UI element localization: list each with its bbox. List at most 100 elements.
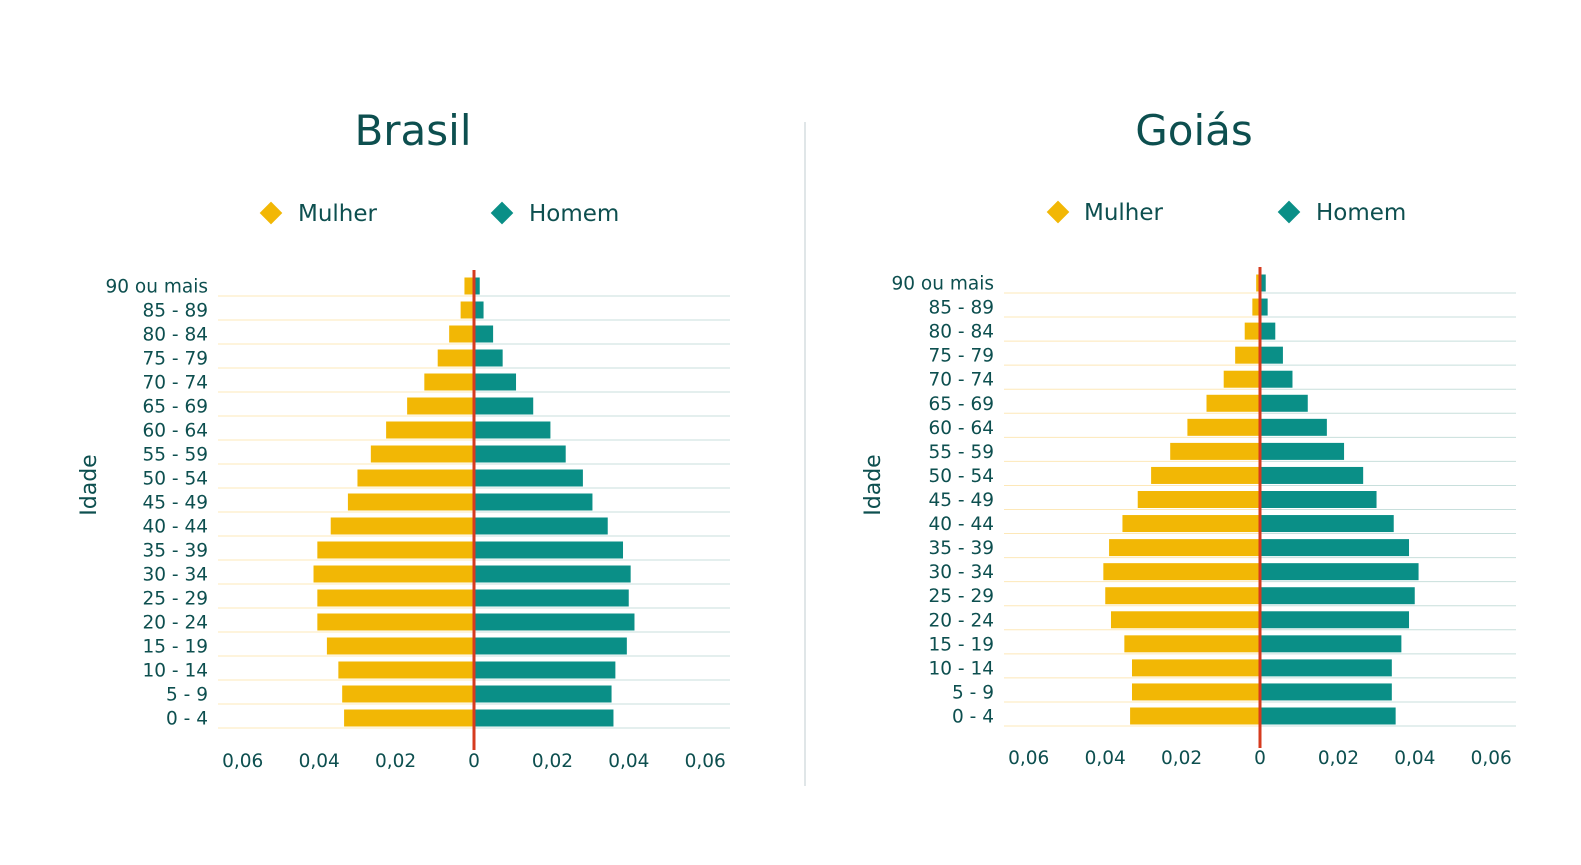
category-label: 0 - 4 — [166, 709, 208, 730]
y-axis-title-goias: Idade — [861, 454, 886, 515]
bar-male — [474, 421, 551, 439]
bar-male — [474, 661, 616, 679]
bar-female — [1110, 611, 1260, 629]
bar-male — [474, 325, 494, 343]
bar-female — [1252, 298, 1260, 316]
pyramid-panel-brasil: Brasil Mulher Homem Idade 0 - 4 5 - 9 10 -… — [77, 106, 730, 772]
bar-male — [474, 565, 631, 583]
category-label: 80 - 84 — [928, 322, 994, 343]
bar-female — [1223, 370, 1260, 388]
bar-female — [342, 685, 474, 703]
chart-title-goias: Goiás — [1135, 106, 1253, 155]
plot-area-goias: 0 - 4 5 - 9 10 - 14 15 - 19 20 - 24 25 - 29 30… — [892, 267, 1516, 769]
bar-male — [474, 493, 593, 511]
bar-male — [474, 709, 614, 727]
bar-female — [317, 541, 474, 559]
legend-male-marker — [490, 201, 514, 225]
bar-female — [1122, 515, 1260, 533]
bar-female — [437, 349, 474, 367]
category-label: 40 - 44 — [928, 514, 994, 535]
bar-female — [1105, 587, 1260, 605]
bar-female — [386, 421, 474, 439]
bar-male — [474, 397, 534, 415]
y-axis-title-brasil: Idade — [77, 454, 102, 515]
bar-male — [474, 349, 503, 367]
bar-male — [474, 301, 484, 319]
legend-female-marker — [1046, 200, 1070, 224]
bar-male — [474, 469, 583, 487]
legend-brasil: Mulher Homem — [259, 201, 619, 227]
bar-female — [1132, 659, 1260, 677]
bar-male — [1260, 322, 1276, 340]
category-label: 70 - 74 — [928, 370, 994, 391]
pyramid-panel-goias: Goiás Mulher Homem Idade 0 - 4 5 - 9 10 - … — [861, 106, 1516, 769]
x-tick-label: 0,04 — [608, 751, 649, 772]
category-label: 15 - 19 — [142, 637, 208, 658]
category-label: 50 - 54 — [928, 466, 994, 487]
bar-female — [1170, 442, 1260, 460]
bar-male — [1260, 659, 1392, 677]
category-label: 35 - 39 — [142, 541, 208, 562]
category-label: 50 - 54 — [142, 469, 208, 490]
bar-male — [1260, 274, 1266, 292]
bar-male — [474, 517, 608, 535]
bar-male — [1260, 611, 1410, 629]
bar-male — [474, 541, 624, 559]
bar-female — [1103, 563, 1260, 581]
category-label: 55 - 59 — [928, 442, 994, 463]
bar-male — [474, 685, 612, 703]
x-tick-label: 0,04 — [1085, 748, 1126, 769]
category-label: 40 - 44 — [142, 517, 208, 538]
bar-female — [460, 301, 474, 319]
bar-female — [313, 565, 474, 583]
bar-female — [407, 397, 474, 415]
bar-male — [1260, 442, 1345, 460]
bar-female — [1151, 466, 1260, 484]
legend-male-label: Homem — [1316, 200, 1406, 226]
category-label: 20 - 24 — [142, 613, 208, 634]
category-label: 90 ou mais — [106, 277, 208, 298]
category-label: 55 - 59 — [142, 445, 208, 466]
x-tick-label: 0,06 — [1471, 748, 1512, 769]
legend-male-marker — [1277, 200, 1301, 224]
bar-female — [1206, 394, 1260, 412]
category-label: 45 - 49 — [928, 490, 994, 511]
bar-female — [1130, 707, 1260, 725]
bar-male — [474, 373, 517, 391]
chart-title-brasil: Brasil — [354, 106, 471, 155]
category-label: 15 - 19 — [928, 634, 994, 655]
x-tick-label: 0,02 — [532, 751, 573, 772]
bar-male — [1260, 346, 1283, 364]
bar-female — [326, 637, 474, 655]
category-label: 75 - 79 — [142, 349, 208, 370]
category-label: 80 - 84 — [142, 325, 208, 346]
bar-male — [1260, 563, 1419, 581]
bar-female — [1235, 346, 1260, 364]
category-label: 65 - 69 — [142, 397, 208, 418]
category-label: 75 - 79 — [928, 346, 994, 367]
bar-male — [474, 445, 566, 463]
plot-area-brasil: 0 - 4 5 - 9 10 - 14 15 - 19 20 - 24 25 - 29 30… — [106, 270, 730, 772]
bar-female — [1137, 491, 1260, 508]
x-tick-label: 0,06 — [1008, 748, 1049, 769]
bar-male — [1260, 466, 1364, 484]
bar-female — [330, 517, 474, 535]
bar-female — [344, 709, 474, 727]
category-label: 65 - 69 — [928, 394, 994, 415]
bar-male — [1260, 515, 1394, 533]
bar-female — [1187, 418, 1260, 436]
bar-male — [474, 613, 635, 631]
category-label: 60 - 64 — [928, 418, 994, 439]
bar-male — [1260, 707, 1396, 725]
x-tick-label: 0,04 — [1394, 748, 1435, 769]
x-tick-label: 0,06 — [685, 751, 726, 772]
legend-female-label: Mulher — [298, 201, 378, 227]
bar-male — [1260, 394, 1308, 412]
bar-female — [449, 325, 474, 343]
legend-female-label: Mulher — [1084, 200, 1164, 226]
bar-female — [1244, 322, 1260, 340]
bar-male — [1260, 370, 1293, 388]
category-label: 25 - 29 — [142, 589, 208, 610]
x-tick-label: 0,02 — [1318, 748, 1359, 769]
